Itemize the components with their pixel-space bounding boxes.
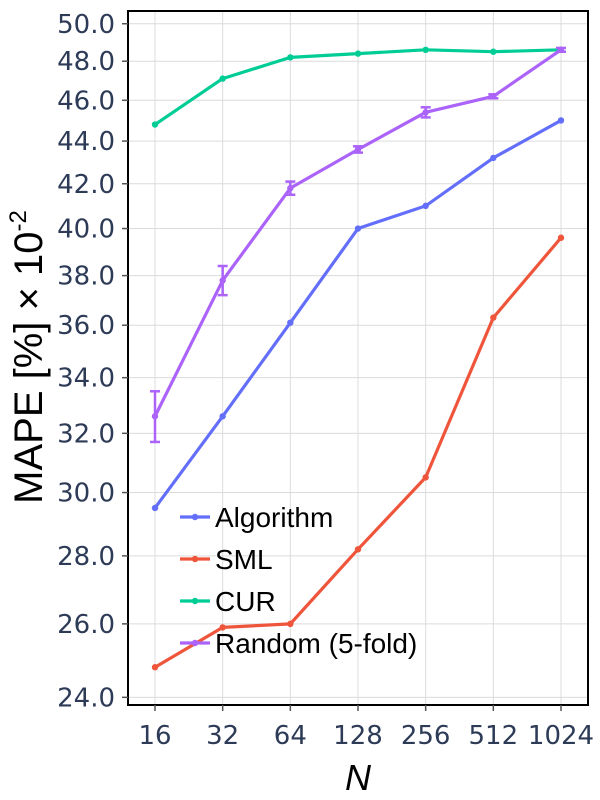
data-point — [354, 546, 362, 553]
y-tick-label: 24.0 — [57, 683, 115, 713]
data-point — [287, 319, 294, 326]
data-point — [354, 225, 362, 232]
legend-item: Random (5-fold) — [180, 628, 417, 659]
y-tick-label: 40.0 — [57, 215, 115, 245]
legend-item: SML — [180, 544, 273, 575]
data-point — [422, 474, 429, 481]
y-axis-title-text: MAPE [%] × 10 — [7, 232, 51, 504]
x-axis-title: N — [345, 757, 372, 798]
x-axis: 16 32 64 128 256 512 1024 — [138, 705, 594, 751]
y-axis-title-superscript: -2 — [5, 210, 32, 231]
x-tick-label: 1024 — [528, 721, 594, 751]
data-point — [219, 277, 226, 284]
x-tick-label: 16 — [138, 721, 171, 751]
data-point — [490, 314, 497, 321]
legend-label: SML — [215, 544, 273, 575]
y-axis: 24.0 26.0 28.0 30.0 32.0 34.0 36.0 38.0 40.0 42.0… — [57, 10, 128, 713]
legend-swatch-marker — [191, 597, 199, 605]
data-point — [422, 202, 429, 210]
data-point — [354, 50, 362, 57]
data-point — [287, 184, 294, 192]
data-point — [219, 75, 226, 82]
series-sml — [151, 234, 565, 671]
series-layer — [150, 46, 566, 671]
y-tick-label: 28.0 — [57, 542, 115, 572]
y-axis-title: MAPE [%] × 10-2 — [5, 210, 51, 504]
y-tick-label: 46.0 — [57, 86, 115, 116]
data-point — [287, 54, 294, 61]
data-point — [557, 46, 565, 54]
legend-label: Algorithm — [215, 502, 333, 533]
legend: Algorithm SML CUR Random (5-fold) — [180, 502, 417, 659]
y-tick-label: 30.0 — [57, 479, 115, 509]
y-tick-label: 26.0 — [57, 610, 115, 640]
legend-item: Algorithm — [180, 502, 333, 533]
y-tick-label: 36.0 — [57, 311, 115, 341]
y-tick-label: 38.0 — [57, 262, 115, 292]
legend-item: CUR — [180, 586, 276, 617]
y-tick-label: 32.0 — [57, 419, 115, 449]
data-point — [422, 46, 429, 54]
series-algorithm — [151, 117, 565, 512]
legend-swatch-marker — [191, 513, 199, 521]
data-point — [354, 146, 362, 153]
data-point — [151, 413, 159, 420]
legend-swatch-marker — [191, 555, 199, 563]
data-point — [287, 620, 294, 628]
y-tick-label: 42.0 — [57, 170, 115, 200]
y-tick-label: 50.0 — [57, 10, 115, 40]
data-point — [422, 109, 429, 116]
data-point — [490, 154, 497, 162]
data-point — [219, 624, 226, 631]
data-point — [557, 234, 565, 241]
x-tick-label: 128 — [333, 721, 383, 751]
y-tick-label: 34.0 — [57, 364, 115, 394]
data-point — [490, 93, 497, 100]
data-point — [151, 504, 159, 512]
y-tick-label: 48.0 — [57, 47, 115, 77]
data-point — [151, 121, 159, 128]
x-tick-label: 512 — [469, 721, 519, 751]
legend-label: Random (5-fold) — [215, 628, 417, 659]
x-tick-label: 256 — [401, 721, 451, 751]
x-tick-label: 32 — [206, 721, 239, 751]
x-tick-label: 64 — [274, 721, 307, 751]
data-point — [151, 664, 159, 671]
grid-lines — [128, 11, 588, 705]
data-point — [490, 48, 497, 55]
data-point — [557, 117, 565, 124]
series-random-5-fold — [150, 46, 566, 444]
legend-label: CUR — [215, 586, 276, 617]
data-point — [219, 413, 226, 420]
y-tick-label: 44.0 — [57, 127, 115, 157]
legend-swatch-marker — [191, 639, 199, 647]
